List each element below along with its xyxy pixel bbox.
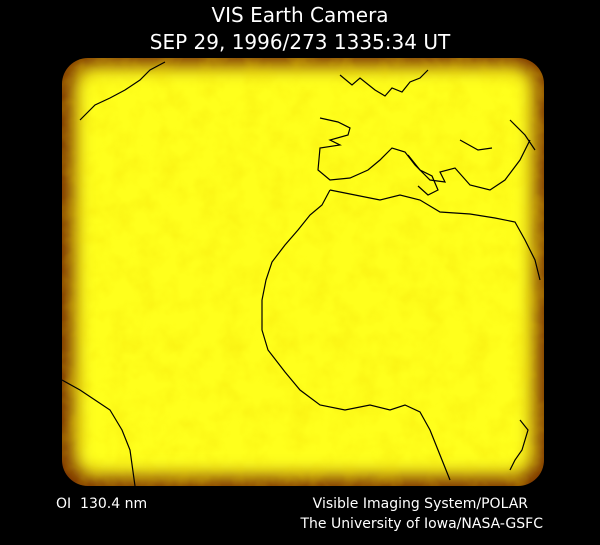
timestamp: SEP 29, 1996/273 1335:34 UT: [150, 30, 451, 54]
earth-image: [62, 58, 544, 486]
instrument: Visible Imaging System/POLAR: [313, 496, 529, 512]
wavelength: OI 130.4 nm: [56, 496, 147, 512]
title: VIS Earth Camera: [211, 3, 388, 27]
institution: The University of Iowa/NASA-GSFC: [299, 516, 543, 532]
